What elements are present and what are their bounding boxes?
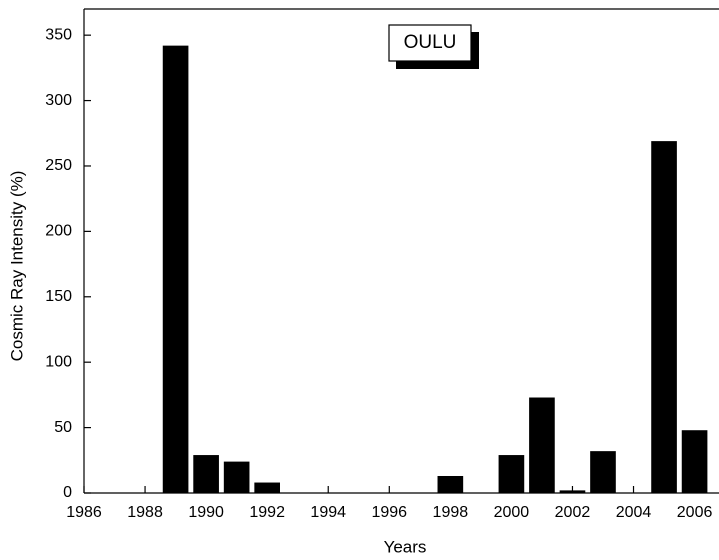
x-tick-label: 2002 bbox=[555, 504, 591, 521]
y-tick-label: 250 bbox=[45, 157, 72, 174]
x-tick-label: 1988 bbox=[127, 504, 163, 521]
x-tick-label: 1996 bbox=[371, 504, 407, 521]
x-tick-label: 1990 bbox=[188, 504, 224, 521]
bar bbox=[651, 141, 677, 494]
y-tick-label: 300 bbox=[45, 92, 72, 109]
y-tick-label: 50 bbox=[54, 419, 72, 436]
bar bbox=[529, 397, 555, 493]
bar bbox=[223, 461, 250, 493]
y-tick-label: 0 bbox=[63, 484, 72, 501]
bar bbox=[162, 45, 189, 494]
x-tick-label: 1992 bbox=[249, 504, 285, 521]
x-tick-label: 1998 bbox=[433, 504, 469, 521]
bar bbox=[590, 451, 616, 493]
bar bbox=[437, 475, 464, 493]
x-tick-label: 2004 bbox=[616, 504, 652, 521]
y-tick-label: 100 bbox=[45, 353, 72, 370]
x-tick-label: 1986 bbox=[66, 504, 102, 521]
y-axis-label: Cosmic Ray Intensity (%) bbox=[7, 171, 26, 362]
y-tick-label: 350 bbox=[45, 26, 72, 43]
y-tick-label: 200 bbox=[45, 223, 72, 240]
annotation: OULU bbox=[404, 32, 457, 53]
x-tick-label: 2006 bbox=[677, 504, 713, 521]
annotation-box bbox=[388, 24, 472, 62]
bar bbox=[681, 430, 708, 493]
x-tick-label: 1994 bbox=[310, 504, 346, 521]
x-axis-label: Years bbox=[384, 537, 427, 556]
x-tick-label: 2000 bbox=[494, 504, 530, 521]
y-tick-label: 150 bbox=[45, 288, 72, 305]
